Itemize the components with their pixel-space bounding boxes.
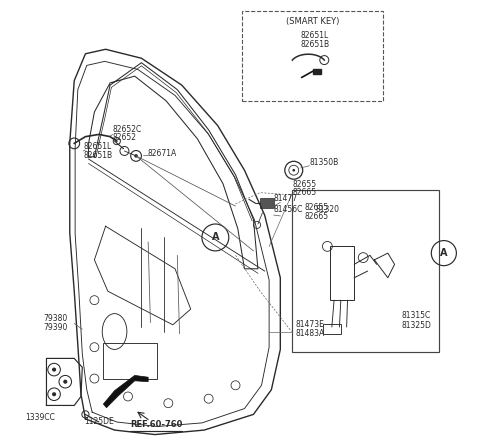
Text: 82665: 82665 <box>293 188 317 197</box>
Text: A: A <box>440 248 447 258</box>
Text: 82652C: 82652C <box>112 125 142 134</box>
Bar <box>313 69 321 74</box>
Text: 82671A: 82671A <box>147 149 177 158</box>
Text: 81456C: 81456C <box>274 205 303 214</box>
Text: 81325D: 81325D <box>401 321 431 330</box>
Text: 81315C: 81315C <box>401 311 431 320</box>
Text: REF.60-760: REF.60-760 <box>130 420 182 429</box>
PathPatch shape <box>103 375 148 408</box>
Circle shape <box>292 169 295 172</box>
Circle shape <box>53 368 55 371</box>
Bar <box>103 343 157 379</box>
Text: 82651B: 82651B <box>83 151 112 159</box>
Bar <box>323 324 341 334</box>
Circle shape <box>134 154 138 158</box>
Text: 81477: 81477 <box>274 194 298 202</box>
Text: 1125DE: 1125DE <box>84 417 114 426</box>
Text: 82651B: 82651B <box>300 40 330 49</box>
Circle shape <box>53 393 55 396</box>
Text: 82655: 82655 <box>305 203 329 212</box>
Circle shape <box>64 380 67 383</box>
Text: 79390: 79390 <box>43 323 67 332</box>
Text: 82665: 82665 <box>305 212 329 221</box>
Text: 81473E: 81473E <box>296 320 325 329</box>
Text: A: A <box>212 233 219 242</box>
Text: 82652: 82652 <box>112 134 136 142</box>
Text: (SMART KEY): (SMART KEY) <box>286 17 339 26</box>
Text: 82655: 82655 <box>293 180 317 189</box>
Text: 81483A: 81483A <box>296 329 325 338</box>
Bar <box>242 11 384 101</box>
Text: 79380: 79380 <box>43 314 67 323</box>
Text: 1339CC: 1339CC <box>25 413 55 422</box>
Bar <box>291 190 439 352</box>
Text: 81350B: 81350B <box>310 158 339 167</box>
Bar <box>330 246 354 300</box>
Text: 81320: 81320 <box>315 205 339 214</box>
Text: 82651L: 82651L <box>301 31 329 40</box>
Bar <box>260 198 274 208</box>
Text: 82651L: 82651L <box>83 142 111 151</box>
